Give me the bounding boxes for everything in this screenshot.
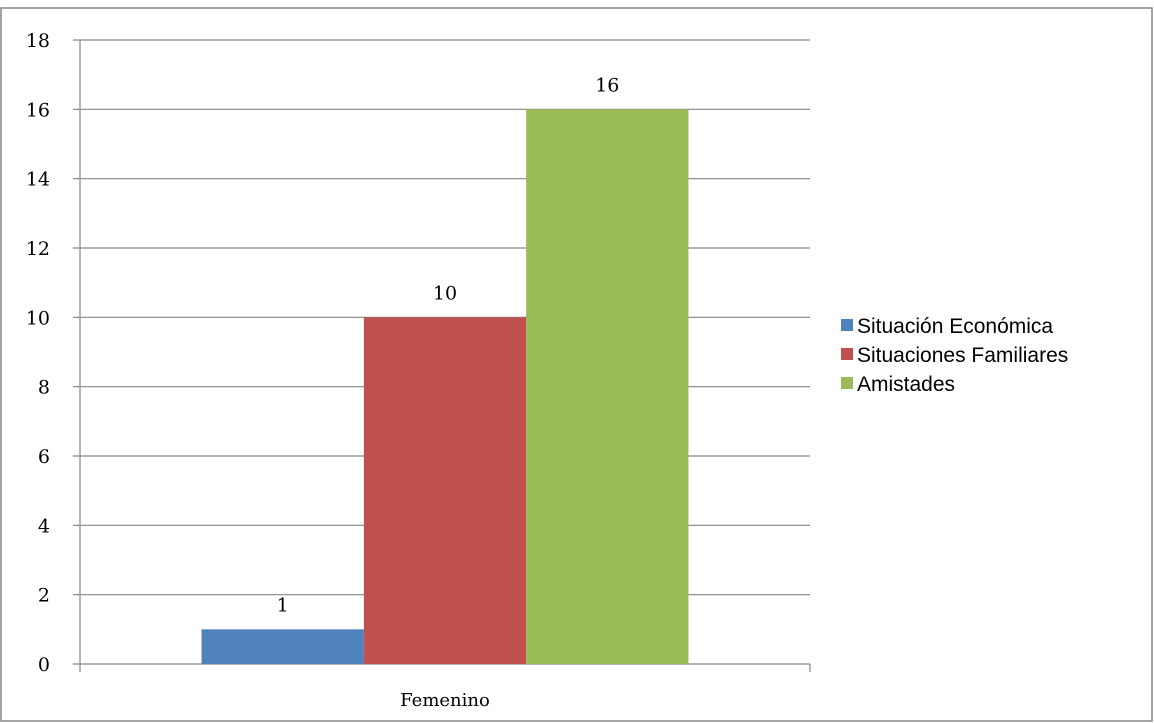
y-tick-label: 0 [38, 654, 50, 676]
legend-swatch [841, 377, 853, 389]
y-tick-label: 10 [26, 307, 50, 329]
data-label: 1 [277, 594, 289, 616]
y-tick-label: 2 [38, 585, 50, 607]
data-label: 10 [433, 282, 457, 304]
y-tick-label: 18 [26, 30, 50, 52]
bar-situaci-n-econ-mica [201, 629, 364, 664]
legend-label: Situaciones Familiares [857, 344, 1068, 367]
legend-label: Amistades [857, 373, 955, 396]
legend-swatch [841, 319, 853, 331]
y-tick-label: 14 [26, 169, 50, 191]
data-label: 16 [595, 74, 619, 96]
y-tick-label: 8 [38, 377, 50, 399]
y-tick-label: 4 [38, 515, 50, 537]
legend-label: Situación Económica [857, 315, 1053, 338]
bar-amistades [526, 109, 689, 665]
y-tick-label: 16 [26, 99, 50, 121]
labels: 0 2 4 6 8 10 12 14 16 18 1 10 16 Femenino [26, 30, 620, 711]
y-tick-label: 6 [38, 446, 50, 468]
bars [201, 109, 689, 665]
y-tick-label: 12 [26, 238, 50, 260]
legend-swatch [841, 348, 853, 360]
bar-situaciones-familiares [363, 317, 527, 664]
x-category-label: Femenino [400, 690, 490, 711]
legend: Situación Económica Situaciones Familiare… [841, 315, 1068, 396]
